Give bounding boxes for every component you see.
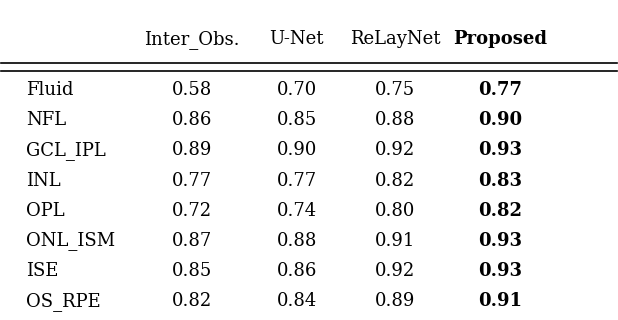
Text: 0.72: 0.72 (172, 202, 212, 220)
Text: 0.86: 0.86 (172, 111, 213, 129)
Text: ISE: ISE (26, 262, 59, 280)
Text: 0.93: 0.93 (478, 232, 522, 250)
Text: 0.91: 0.91 (375, 232, 415, 250)
Text: 0.86: 0.86 (276, 262, 317, 280)
Text: U-Net: U-Net (269, 30, 324, 48)
Text: Fluid: Fluid (26, 81, 74, 99)
Text: 0.77: 0.77 (277, 172, 317, 190)
Text: 0.77: 0.77 (172, 172, 212, 190)
Text: 0.90: 0.90 (478, 111, 522, 129)
Text: 0.89: 0.89 (172, 141, 213, 159)
Text: 0.87: 0.87 (172, 232, 212, 250)
Text: 0.92: 0.92 (375, 141, 415, 159)
Text: 0.82: 0.82 (478, 202, 522, 220)
Text: 0.92: 0.92 (375, 262, 415, 280)
Text: 0.77: 0.77 (478, 81, 522, 99)
Text: 0.83: 0.83 (478, 172, 522, 190)
Text: 0.91: 0.91 (478, 292, 522, 310)
Text: 0.93: 0.93 (478, 141, 522, 159)
Text: 0.80: 0.80 (375, 202, 415, 220)
Text: OPL: OPL (26, 202, 65, 220)
Text: 0.75: 0.75 (375, 81, 415, 99)
Text: 0.58: 0.58 (172, 81, 212, 99)
Text: 0.93: 0.93 (478, 262, 522, 280)
Text: 0.84: 0.84 (277, 292, 317, 310)
Text: 0.70: 0.70 (277, 81, 317, 99)
Text: 0.85: 0.85 (172, 262, 212, 280)
Text: 0.85: 0.85 (277, 111, 317, 129)
Text: 0.89: 0.89 (375, 292, 415, 310)
Text: OS_RPE: OS_RPE (26, 292, 101, 311)
Text: NFL: NFL (26, 111, 66, 129)
Text: INL: INL (26, 172, 61, 190)
Text: 0.74: 0.74 (277, 202, 317, 220)
Text: ONL_ISM: ONL_ISM (26, 231, 115, 250)
Text: 0.88: 0.88 (276, 232, 317, 250)
Text: 0.82: 0.82 (375, 172, 415, 190)
Text: Proposed: Proposed (453, 30, 547, 48)
Text: 0.82: 0.82 (172, 292, 212, 310)
Text: Inter_Obs.: Inter_Obs. (145, 30, 240, 49)
Text: 0.88: 0.88 (375, 111, 415, 129)
Text: ReLayNet: ReLayNet (350, 30, 441, 48)
Text: GCL_IPL: GCL_IPL (26, 141, 106, 160)
Text: 0.90: 0.90 (276, 141, 317, 159)
